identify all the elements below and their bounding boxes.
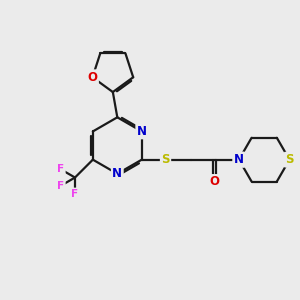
Text: N: N <box>112 167 122 180</box>
Text: O: O <box>88 71 98 84</box>
Text: N: N <box>137 125 147 138</box>
Text: F: F <box>57 181 64 191</box>
Text: F: F <box>57 164 64 174</box>
Text: O: O <box>210 176 220 188</box>
Text: S: S <box>161 153 170 166</box>
Text: F: F <box>71 189 79 199</box>
Text: S: S <box>285 153 294 166</box>
Text: N: N <box>234 153 244 166</box>
Text: N: N <box>234 153 244 166</box>
